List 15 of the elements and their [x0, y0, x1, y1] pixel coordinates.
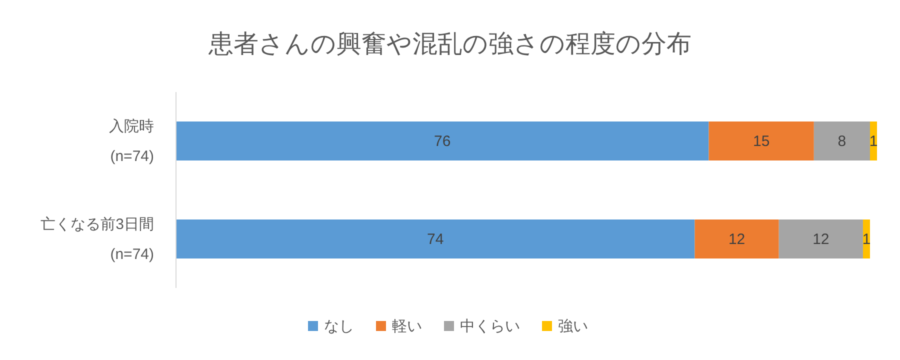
data-label: 15	[752, 133, 770, 150]
title: 患者さんの興奮や混乱の強さの程度の分布	[208, 30, 692, 58]
y-tick-label: 亡くなる前3日間 (n=74)	[40, 216, 154, 263]
data-label: 8	[838, 133, 846, 150]
data-label: 1	[869, 133, 878, 150]
y-tick-label: 入院時 (n=74)	[109, 118, 154, 165]
data-label: 12	[728, 231, 746, 248]
legend-label: 強い	[558, 318, 588, 335]
data-label: 1	[862, 231, 871, 248]
legend-label: なし	[324, 318, 354, 335]
data-label: 74	[427, 231, 444, 248]
data-label: 12	[812, 231, 830, 248]
legend-label: 軽い	[392, 318, 422, 335]
legend-label: 中くらい	[460, 318, 520, 335]
data-label: 76	[434, 133, 451, 150]
